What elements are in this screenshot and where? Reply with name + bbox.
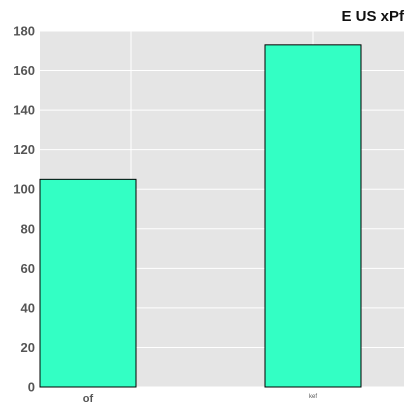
y-tick-label: 60 [21,261,35,276]
y-tick-label: 180 [13,24,35,39]
y-tick-label: 20 [21,340,35,355]
bar-of [39,178,137,388]
chart-title: E US xPf [341,8,405,25]
y-tick-label: 140 [13,103,35,118]
y-tick-label: 100 [13,182,35,197]
bars [39,44,362,388]
y-tick-label: 40 [21,300,35,315]
y-tick-label: 120 [13,142,35,157]
y-axis-ticks: 0 20 40 60 80 100 120 140 160 180 [13,24,35,395]
y-tick-label: 0 [28,380,35,395]
y-tick-label: 80 [21,221,35,236]
x-tick-label: of [83,393,94,405]
x-tick-label: kef [309,394,317,400]
x-axis-ticks: of kef [83,393,318,405]
y-tick-label: 160 [13,63,35,78]
bar-kef [264,44,362,388]
